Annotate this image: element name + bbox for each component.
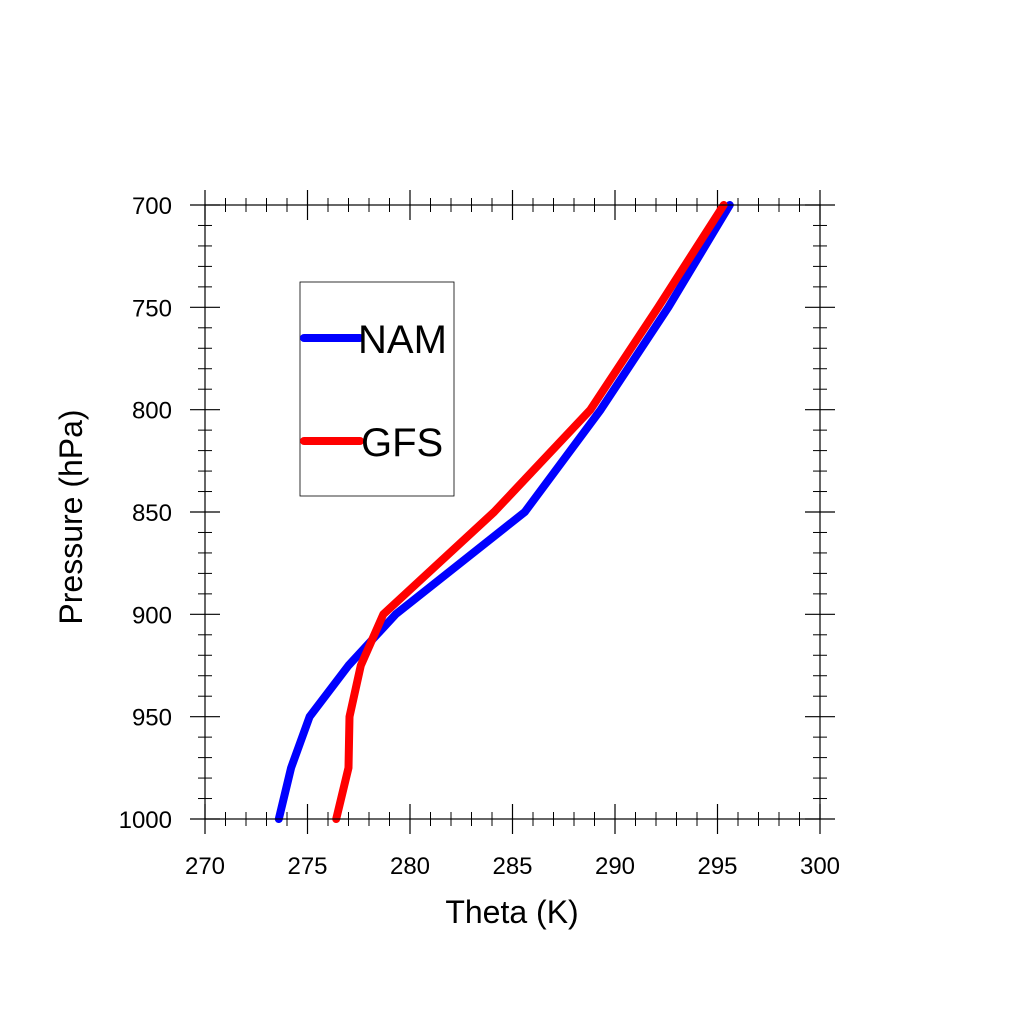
y-tick-label: 900 [132,602,172,629]
y-tick-label: 1000 [119,807,172,834]
legend-box [299,281,455,497]
y-tick-label: 950 [132,705,172,732]
x-tick-label: 295 [697,853,737,880]
y-tick-labels: 700 750 800 850 900 950 1000 [119,193,172,834]
x-tick-label: 300 [800,853,840,880]
x-tick-label: 285 [492,853,532,880]
x-tick-label: 290 [595,853,635,880]
minor-ticks [198,198,827,826]
major-ticks [190,190,835,834]
series-line-gfs [332,201,728,823]
y-tick-label: 800 [132,398,172,425]
y-tick-label: 850 [132,500,172,527]
x-axis-title: Theta (K) [445,894,578,930]
series-line-nam [274,201,734,823]
plot-frame [204,204,821,820]
legend-label-gfs: GFS [361,421,443,465]
x-tick-label: 270 [185,853,225,880]
x-tick-labels: 270 275 280 285 290 295 300 [185,853,840,880]
legend: NAM GFS [299,281,455,497]
x-tick-label: 280 [390,853,430,880]
series-lines [274,201,734,823]
y-axis-title: Pressure (hPa) [53,409,89,624]
y-tick-label: 700 [132,193,172,220]
y-tick-label: 750 [132,295,172,322]
legend-label-nam: NAM [358,318,447,362]
x-tick-label: 275 [287,853,327,880]
